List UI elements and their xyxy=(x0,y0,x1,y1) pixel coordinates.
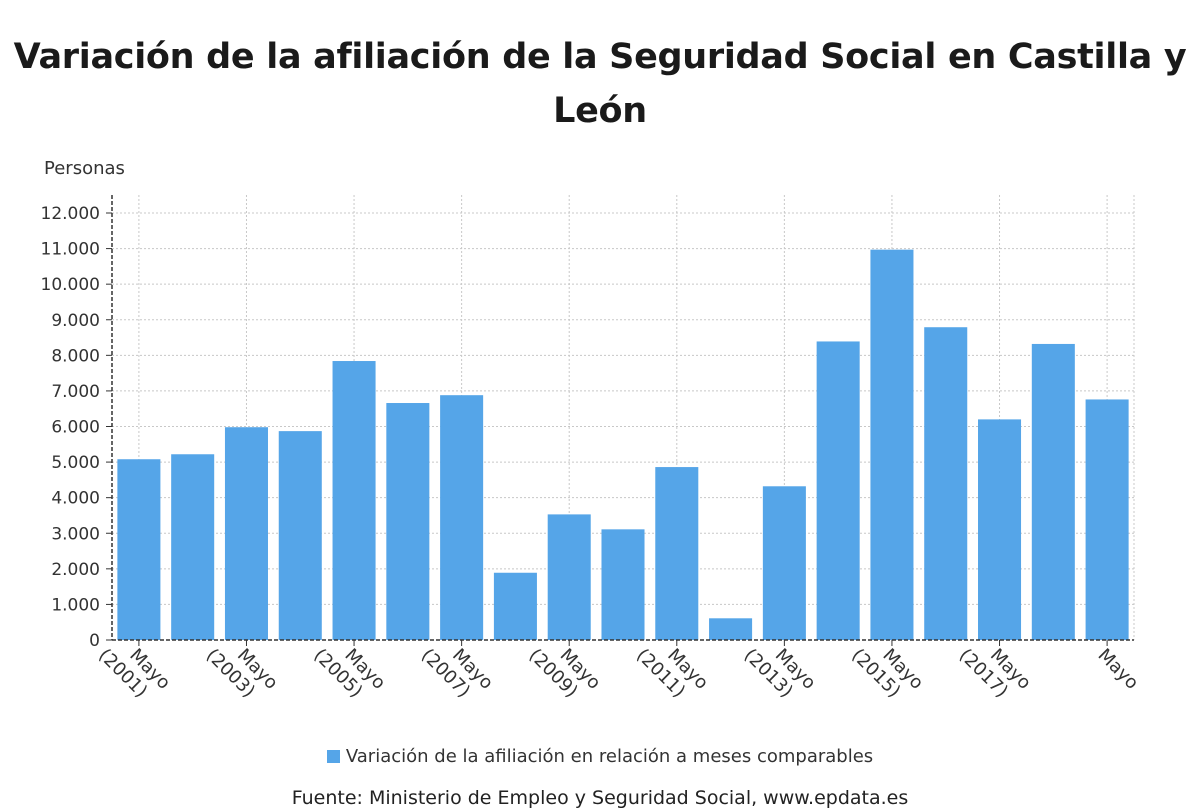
bar xyxy=(924,327,968,640)
y-tick-label: 11.000 xyxy=(41,240,100,260)
bar xyxy=(816,341,860,640)
y-tick-label: 4.000 xyxy=(51,489,100,509)
x-tick-label: Mayo(2005) xyxy=(309,629,389,709)
x-tick-label-line1: Mayo xyxy=(1094,645,1143,694)
x-tick-label: Mayo xyxy=(1094,645,1143,694)
bar xyxy=(1031,343,1075,640)
y-tick-label: 1.000 xyxy=(51,595,100,615)
y-tick-label: 7.000 xyxy=(51,382,100,402)
x-tick-label: Mayo(2009) xyxy=(525,629,605,709)
y-tick-label: 10.000 xyxy=(41,275,100,295)
axes xyxy=(106,195,1134,646)
legend-swatch xyxy=(326,750,340,763)
y-axis-label: Personas xyxy=(44,158,125,179)
bar xyxy=(386,403,430,640)
chart-title: Variación de la afiliación de la Segurid… xyxy=(13,37,1187,131)
x-tick-label: Mayo(2017) xyxy=(955,629,1035,709)
bar xyxy=(655,467,699,640)
x-tick-label: Mayo(2011) xyxy=(632,629,712,709)
bar xyxy=(117,459,161,640)
bar xyxy=(762,486,806,640)
bar xyxy=(1085,399,1129,640)
y-tick-label: 2.000 xyxy=(51,560,100,580)
y-tick-label: 5.000 xyxy=(51,453,100,473)
y-tick-label: 8.000 xyxy=(51,346,100,366)
y-tick-label: 0 xyxy=(89,631,100,651)
y-tick-label: 3.000 xyxy=(51,524,100,544)
bar xyxy=(601,529,645,640)
y-tick-label: 6.000 xyxy=(51,418,100,438)
x-tick-label: Mayo(2007) xyxy=(417,629,497,709)
x-tick-label: Mayo(2013) xyxy=(740,629,820,709)
bar xyxy=(709,618,753,640)
legend-label: Variación de la afiliación en relación a… xyxy=(345,746,874,767)
bar xyxy=(978,419,1022,640)
y-tick-labels: 0 1.000 2.000 3.000 4.000 5.000 6.000 7.000 8.00… xyxy=(41,204,100,651)
x-tick-label: Mayo(2015) xyxy=(847,629,927,709)
bar xyxy=(870,249,914,641)
source-note: Fuente: Ministerio de Empleo y Seguridad… xyxy=(291,787,909,809)
bar xyxy=(171,454,215,640)
bar xyxy=(440,395,484,640)
y-tick-label: 12.000 xyxy=(41,204,100,224)
y-tick-label: 9.000 xyxy=(51,311,100,331)
x-tick-labels: Mayo(2001) Mayo(2003) Mayo(2005) Mayo(2007)… xyxy=(94,629,1143,709)
legend: Variación de la afiliación en relación a… xyxy=(0,746,1200,767)
bars xyxy=(117,249,1129,641)
x-tick-label: Mayo(2001) xyxy=(94,629,174,709)
bar xyxy=(547,514,591,640)
bar-chart: Personas 0 1.000 2.000 3.000 4.000 5.000 6.000… xyxy=(41,158,1143,709)
x-tick-label: Mayo(2003) xyxy=(202,629,282,709)
bar xyxy=(493,572,537,640)
bar xyxy=(332,361,376,640)
bar xyxy=(278,431,322,640)
bar xyxy=(224,427,268,640)
